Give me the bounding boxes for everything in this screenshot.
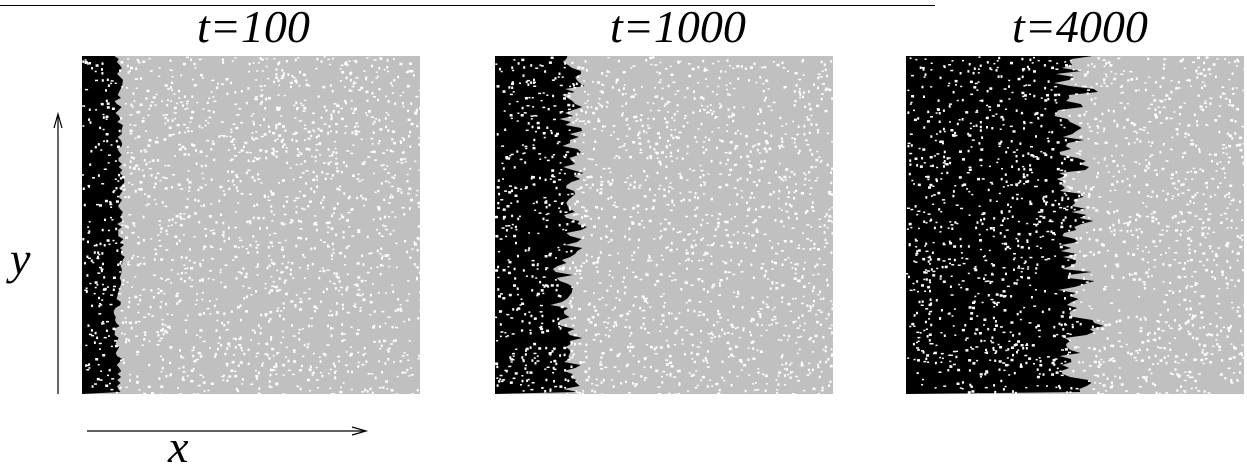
panel-title-3: t=4000 [1012,1,1148,52]
simulation-panel-2 [495,56,833,394]
speckle-layer [906,56,1244,394]
simulation-panel-1 [82,56,420,394]
speckle-layer [495,56,833,394]
panel-1-canvas [82,56,420,394]
simulation-panel-3 [906,56,1244,394]
panel-title-1: t=100 [197,1,310,52]
panel-title-2: t=1000 [610,1,746,52]
y-axis-label: y [10,233,31,284]
speckle-layer [82,56,420,394]
filled-region [906,56,1104,394]
x-axis-label: x [168,421,189,472]
filled-region [82,56,125,394]
panel-3-canvas [906,56,1244,394]
x-axis-arrowhead [351,426,369,436]
top-rule [0,5,935,6]
y-axis-arrowhead [53,111,63,129]
panel-2-canvas [495,56,833,394]
